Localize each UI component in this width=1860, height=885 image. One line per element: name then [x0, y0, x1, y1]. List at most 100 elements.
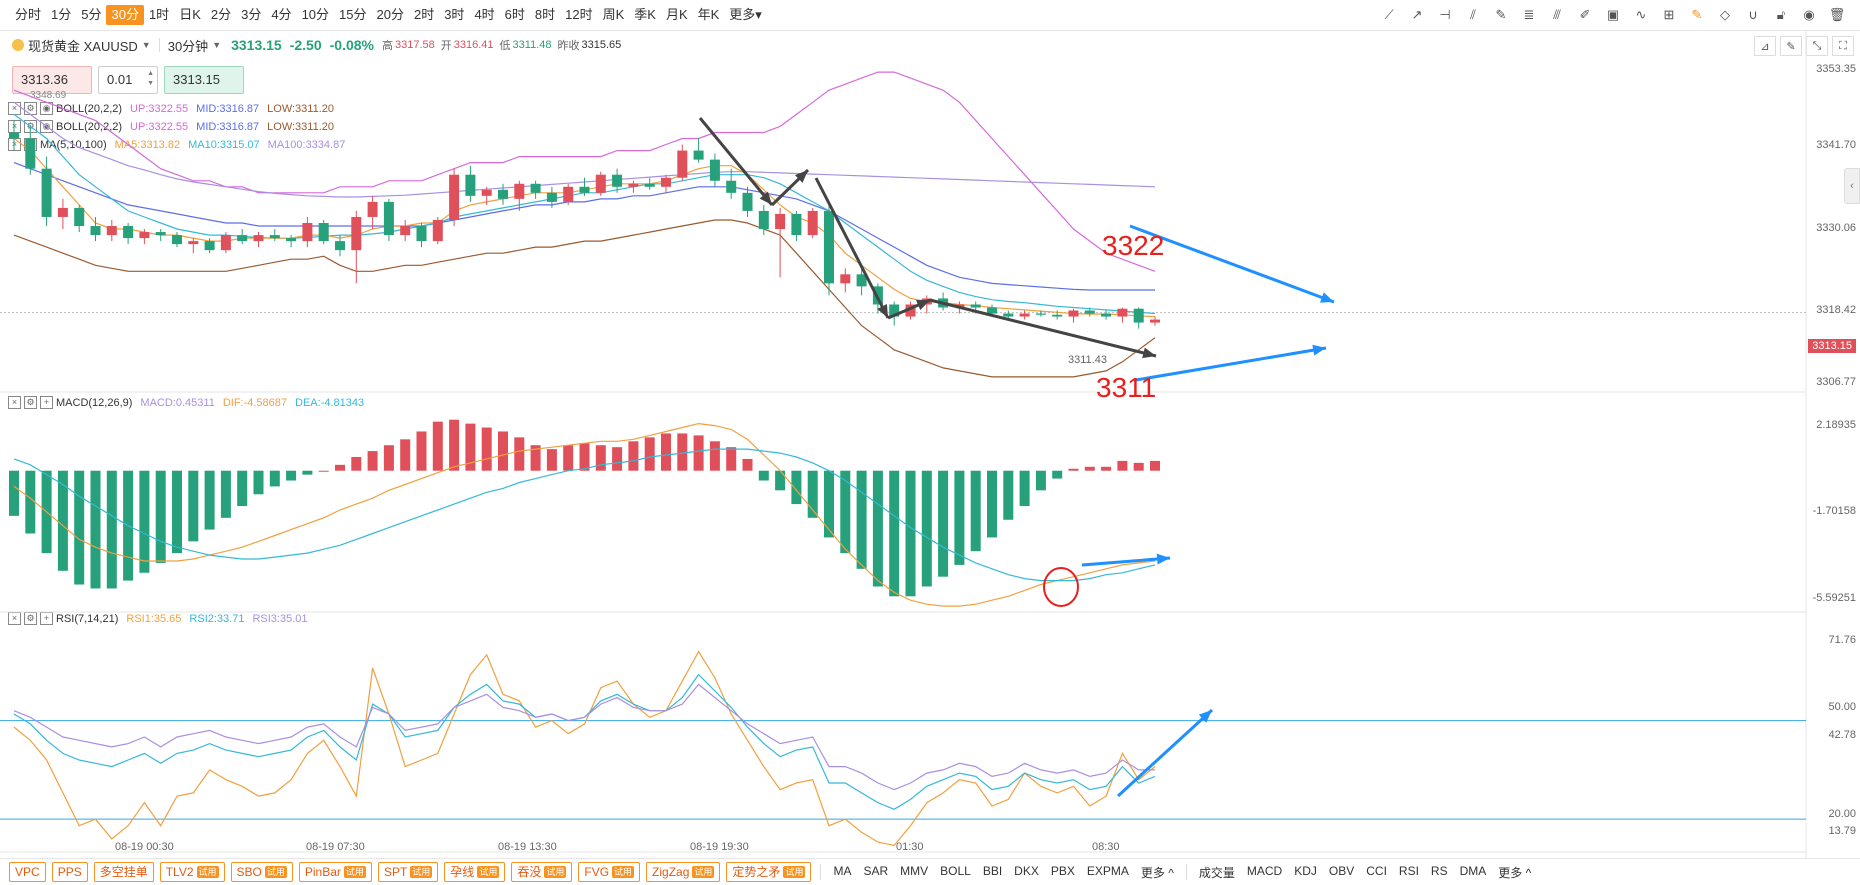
eraser-icon[interactable]: ◇ [1720, 7, 1730, 22]
collapse-icon[interactable]: ‹ [1844, 168, 1860, 204]
horizontal-line-icon[interactable]: ⊣ [1439, 7, 1451, 22]
timeframe-4[interactable]: 1时 [148, 7, 170, 22]
ray-icon[interactable]: ↗ [1411, 7, 1423, 22]
symbol-name[interactable]: 现货黄金 XAUUSD [28, 38, 138, 54]
down-arrow-2[interactable] [814, 177, 890, 319]
timeframe-10[interactable]: 15分 [339, 7, 367, 22]
eye-icon[interactable]: ◉ [1803, 7, 1815, 22]
magnet-icon[interactable]: ∪ [1748, 7, 1758, 22]
axis-label: 71.76 [1828, 634, 1856, 646]
timeframe-14[interactable]: 4时 [474, 7, 495, 22]
down-arrow-1[interactable] [698, 117, 774, 206]
stepper-icon[interactable]: ▲ ▼ [147, 70, 154, 87]
price-change: -2.50 [289, 37, 322, 53]
pen-icon[interactable]: ✎ [1495, 7, 1507, 22]
timeframe-16[interactable]: 8时 [534, 7, 556, 22]
parallel-channel-icon[interactable]: ⫽ [1470, 7, 1476, 22]
pattern-tag[interactable]: SBO 试用 [230, 862, 293, 882]
ask-box[interactable]: 3313.15 [164, 66, 244, 94]
sub-indicator[interactable]: OBV [1328, 863, 1355, 878]
macd-bar [1019, 470, 1030, 507]
gann-icon[interactable]: ⫻ [1553, 7, 1561, 22]
down-arrow-3[interactable] [929, 298, 1157, 358]
pattern-tag[interactable]: VPC [9, 862, 46, 882]
blue-arrow-rsi[interactable] [1116, 708, 1214, 798]
sub-indicator[interactable]: MACD [1246, 863, 1283, 878]
blue-arrow-upper[interactable] [1129, 224, 1335, 304]
fibonacci-icon[interactable]: ≣ [1523, 7, 1535, 22]
main-indicator[interactable]: EXPMA [1086, 863, 1129, 878]
blue-arrow-macd[interactable] [1081, 556, 1171, 567]
trendline-icon[interactable]: ⟋ [1384, 7, 1394, 22]
pattern-tag[interactable]: 吞没 试用 [511, 862, 573, 882]
sub-indicator[interactable]: RSI [1398, 863, 1419, 878]
wave-icon[interactable]: ∿ [1635, 7, 1647, 22]
axis-label: 3341.70 [1816, 139, 1856, 151]
main-indicator[interactable]: BBI [982, 863, 1003, 878]
edit-icon[interactable]: ✎ [1691, 7, 1703, 22]
main-indicator[interactable]: PBX [1050, 863, 1075, 878]
pattern-tag[interactable]: ZigZag 试用 [646, 862, 721, 882]
settings-icon[interactable]: ⚙ [24, 396, 37, 409]
timeframe-3[interactable]: 30分 [106, 5, 144, 25]
crossover-circle[interactable] [1043, 567, 1079, 607]
blue-arrow-lower[interactable] [1135, 346, 1327, 382]
sub-indicator[interactable]: 更多 ^ [1498, 865, 1532, 880]
timeframe-8[interactable]: 4分 [271, 7, 292, 22]
pencil-icon[interactable]: ✎ [1780, 36, 1802, 56]
brush-icon[interactable]: ✐ [1579, 7, 1591, 22]
pattern-tag[interactable]: 孕线 试用 [444, 862, 506, 882]
sub-indicator[interactable]: KDJ [1294, 863, 1317, 878]
pattern-tag[interactable]: PPS [51, 862, 88, 882]
pattern-tag[interactable]: 定势之矛 试用 [726, 862, 812, 882]
pattern-tag[interactable]: TLV2 试用 [159, 862, 225, 882]
measure-icon[interactable]: ⊞ [1663, 7, 1675, 22]
pattern-tag[interactable]: 多空挂单 [93, 862, 154, 882]
main-indicator[interactable]: MMV [900, 863, 929, 878]
symbol-dropdown-icon[interactable]: ▼ [141, 40, 151, 50]
sub-indicator[interactable]: CCI [1366, 863, 1387, 878]
timeframe-13[interactable]: 3时 [444, 7, 465, 22]
timeframe-12[interactable]: 2时 [413, 7, 435, 22]
period-selector[interactable]: 30分钟 [167, 38, 209, 54]
main-indicator[interactable]: BOLL [940, 863, 971, 878]
timeframe-9[interactable]: 10分 [301, 7, 330, 22]
candle-body [807, 210, 818, 236]
main-indicator[interactable]: SAR [863, 863, 889, 878]
pattern-tag[interactable]: FVG 试用 [578, 862, 641, 882]
timeframe-17[interactable]: 12时 [565, 7, 593, 22]
timeframe-21[interactable]: 年K [697, 7, 720, 22]
main-indicator[interactable]: DKX [1014, 863, 1039, 878]
add-icon[interactable]: + [40, 396, 53, 409]
period-dropdown-icon[interactable]: ▼ [212, 40, 222, 50]
fullscreen-icon[interactable]: ⛶ [1832, 36, 1854, 56]
main-indicator[interactable]: 更多 ^ [1140, 865, 1174, 880]
close-icon[interactable]: × [8, 396, 21, 409]
main-indicator[interactable]: MA [833, 863, 852, 878]
delete-icon[interactable]: 🗑︎ [1828, 7, 1846, 22]
timeframe-20[interactable]: 月K [665, 7, 688, 22]
timeframe-0[interactable]: 分时 [15, 7, 42, 22]
timeframe-5[interactable]: 日K [179, 7, 201, 22]
timeframe-6[interactable]: 2分 [210, 7, 232, 22]
sub-indicator[interactable]: RS [1430, 863, 1448, 878]
timeframe-11[interactable]: 20分 [376, 7, 404, 22]
sub-indicator[interactable]: DMA [1459, 863, 1487, 878]
pattern-tag[interactable]: SPT 试用 [377, 862, 439, 882]
timeframe-7[interactable]: 3分 [241, 7, 262, 22]
timeframe-15[interactable]: 6时 [504, 7, 525, 22]
chart-type-icon[interactable]: ⊿ [1754, 36, 1776, 56]
timeframe-18[interactable]: 周K [602, 7, 625, 22]
timeframe-1[interactable]: 1分 [51, 7, 72, 22]
ma100-value: MA100:3334.87 [267, 138, 346, 151]
bid-box[interactable]: 3313.36 [12, 66, 92, 94]
pattern-tag[interactable]: PinBar 试用 [298, 862, 372, 882]
timeframe-2[interactable]: 5分 [81, 7, 102, 22]
image-icon[interactable]: ▣ [1606, 7, 1620, 22]
sub-indicator[interactable]: 成交量 [1198, 865, 1235, 880]
lot-input[interactable]: 0.01 ▲ ▼ [98, 66, 158, 94]
timeframe-22[interactable]: 更多▾ [729, 7, 762, 22]
lock-icon[interactable]: 🔓︎ [1776, 7, 1786, 22]
timeframe-19[interactable]: 季K [634, 7, 656, 22]
